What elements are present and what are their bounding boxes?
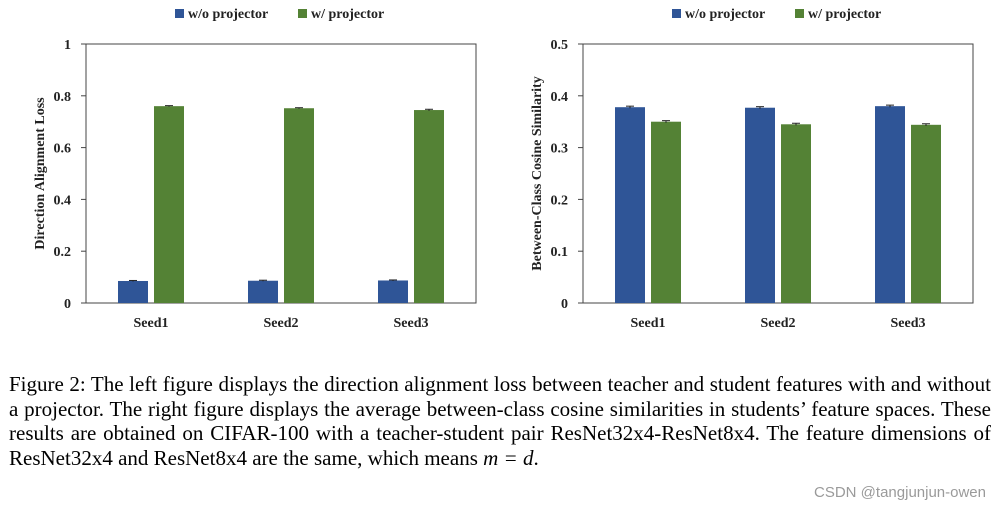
legend: w/o projector w/ projector [175, 7, 384, 22]
x-tick-label: Seed1 [134, 316, 169, 331]
y-tick-label: 0.8 [54, 90, 72, 105]
y-tick-label: 0.2 [551, 193, 569, 208]
y-tick-label: 0.1 [551, 245, 569, 260]
y-tick-label: 0 [561, 297, 568, 312]
bar-seed3-w-projector [911, 124, 941, 303]
legend-label-1: w/o projector [188, 7, 268, 22]
legend-swatch-1 [175, 9, 184, 18]
y-axis-label: Direction Alignment Loss [33, 97, 48, 250]
y-tick-label: 0.6 [54, 142, 72, 157]
y-tick-label: 0 [64, 297, 71, 312]
y-tick-label: 0.3 [551, 142, 569, 157]
chart-svg: w/o projector w/ projector 0 0.1 0.2 0.3 0.4 0.… [530, 7, 974, 331]
bar-seed1-wo-projector [118, 280, 148, 303]
bar-seed2-wo-projector [745, 107, 775, 304]
y-tick-label: 0.4 [551, 90, 569, 105]
bar-seed1-w-projector [651, 121, 681, 303]
legend-label-2: w/ projector [808, 7, 881, 22]
y-tick-label: 1 [64, 38, 71, 53]
caption-end: . [533, 445, 539, 470]
cosine-similarity-chart: w/o projector w/ projector 0 0.1 0.2 0.3 0.4 0.… [497, 0, 987, 345]
legend-swatch-1 [672, 9, 681, 18]
y-tick-label: 0.2 [54, 245, 72, 260]
y-tick-label: 0.5 [551, 38, 569, 53]
bar-seed3-w-projector [414, 110, 444, 303]
legend-swatch-2 [298, 9, 307, 18]
caption-text: Figure 2: The left figure displays the d… [9, 372, 991, 470]
bar-seed2-wo-projector [248, 280, 278, 303]
x-tick-label: Seed3 [891, 316, 926, 331]
y-tick-label: 0.4 [54, 193, 72, 208]
plot-area [582, 43, 974, 304]
chart-svg: w/o projector w/ projector 0 0.2 0.4 0.6 0.8 1 D… [33, 7, 477, 331]
bar-seed3-wo-projector [378, 280, 408, 303]
bar-seed2-w-projector [284, 108, 314, 304]
y-axis-label: Between-Class Cosine Similarity [530, 76, 545, 270]
x-tick-label: Seed2 [761, 316, 796, 331]
bar-seed1-w-projector [154, 106, 184, 303]
figure-caption: Figure 2: The left figure displays the d… [9, 372, 991, 470]
plot-area [85, 43, 477, 304]
bar-seed2-w-projector [781, 124, 811, 303]
caption-math: m = d [483, 445, 534, 470]
x-tick-label: Seed1 [631, 316, 666, 331]
legend-label-1: w/o projector [685, 7, 765, 22]
legend-swatch-2 [795, 9, 804, 18]
legend: w/o projector w/ projector [672, 7, 881, 22]
watermark: CSDN @tangjunjun-owen [814, 484, 986, 501]
x-tick-label: Seed3 [394, 316, 429, 331]
bar-seed3-wo-projector [875, 106, 905, 303]
bar-seed1-wo-projector [615, 107, 645, 303]
direction-alignment-chart: w/o projector w/ projector 0 0.2 0.4 0.6 0.8 1 D… [0, 0, 490, 345]
x-tick-label: Seed2 [264, 316, 299, 331]
legend-label-2: w/ projector [311, 7, 384, 22]
